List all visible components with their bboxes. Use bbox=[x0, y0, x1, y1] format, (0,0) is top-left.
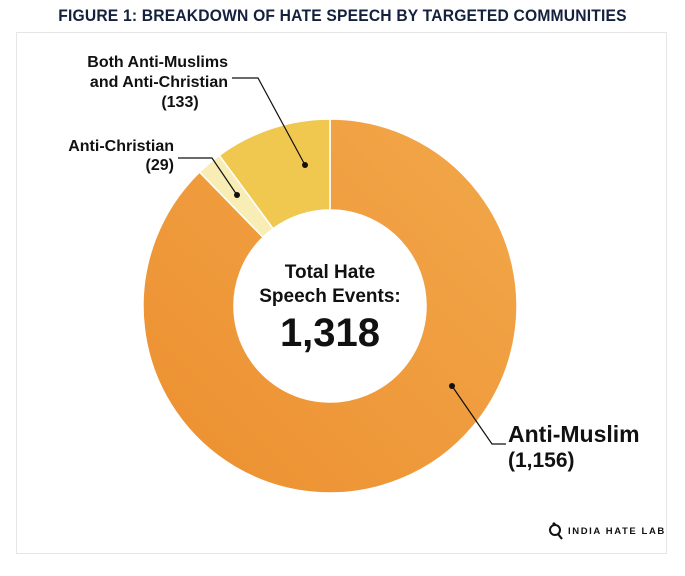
leader-line-anti-christian bbox=[178, 157, 238, 196]
india-hate-lab-logo: INDIA HATE LAB bbox=[548, 522, 666, 540]
center-label-line-2: Speech Events: bbox=[259, 286, 401, 307]
chart-card bbox=[16, 32, 667, 554]
leader-line-anti-muslim bbox=[451, 385, 506, 445]
label-both-line-2: and Anti-Christian bbox=[90, 74, 228, 91]
leader-dot-anti-christian bbox=[234, 192, 240, 198]
center-label-line-1: Total Hate bbox=[285, 262, 375, 283]
leader-dot-both bbox=[302, 162, 308, 168]
label-anti-muslim: Anti-Muslim bbox=[508, 421, 640, 447]
value-label-anti-christian: (29) bbox=[146, 157, 174, 174]
chart-title: FIGURE 1: BREAKDOWN OF HATE SPEECH BY TA… bbox=[58, 6, 627, 25]
center-value: 1,318 bbox=[280, 311, 380, 355]
leader-line-both bbox=[232, 77, 306, 166]
label-anti-christian: Anti-Christian bbox=[68, 138, 174, 155]
label-both-line-1: Both Anti-Muslims bbox=[87, 54, 228, 71]
value-label-both: (133) bbox=[161, 94, 198, 111]
magnifier-logo-icon bbox=[549, 522, 563, 540]
donut-hole bbox=[234, 210, 426, 402]
logo-text: INDIA HATE LAB bbox=[568, 525, 666, 537]
value-label-anti-muslim: (1,156) bbox=[508, 449, 575, 472]
leader-dot-anti-muslim bbox=[449, 383, 455, 389]
